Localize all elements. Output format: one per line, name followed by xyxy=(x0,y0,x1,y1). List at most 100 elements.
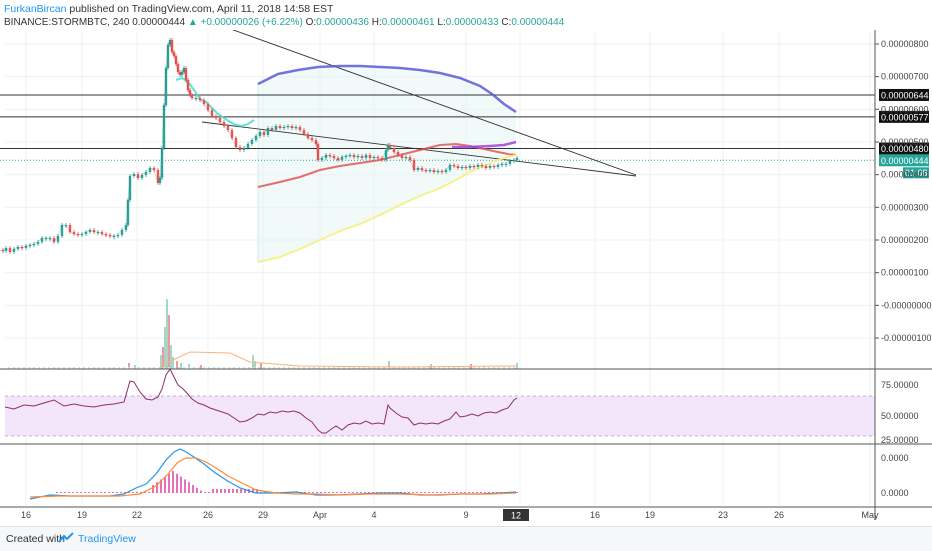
close-label: C: xyxy=(501,17,512,28)
volume-bar xyxy=(53,367,55,369)
candle xyxy=(32,244,36,246)
volume-bar xyxy=(78,367,80,369)
volume-bar xyxy=(188,367,190,369)
price-tick-label: 0.00000800 xyxy=(881,39,929,49)
macd-pane xyxy=(29,448,518,500)
candle xyxy=(496,165,500,167)
volume-bar xyxy=(483,367,485,369)
volume-bar xyxy=(418,367,420,369)
macd-hist-bar xyxy=(360,492,362,493)
candle xyxy=(20,247,24,249)
macd-hist-bar xyxy=(144,492,146,493)
macd-hist-bar xyxy=(156,482,158,493)
low-value: 0.00000433 xyxy=(445,17,499,28)
volume-bar xyxy=(293,367,295,369)
volume-bar xyxy=(118,367,120,369)
time-tick-label: 19 xyxy=(645,510,655,520)
countdown-label: 01:08 xyxy=(905,168,928,178)
tradingview-brand-link[interactable]: TradingView xyxy=(78,533,136,545)
candle xyxy=(492,166,496,168)
macd-hist-bar xyxy=(216,489,218,493)
candle xyxy=(156,170,160,183)
volume-bar xyxy=(463,367,465,369)
candle xyxy=(176,64,180,72)
volume-bar xyxy=(508,367,510,369)
ma-yellow-line xyxy=(257,154,517,263)
candle xyxy=(48,238,52,240)
candle xyxy=(88,230,92,232)
candle xyxy=(174,56,178,64)
volume-bar xyxy=(138,367,140,369)
last-price: 0.00000444 xyxy=(132,17,186,28)
candle xyxy=(360,156,364,158)
candle xyxy=(132,174,136,176)
macd-hist-bar xyxy=(176,473,178,493)
volume-bars xyxy=(8,299,518,369)
macd-hist-bar xyxy=(184,479,186,493)
macd-hist-bar xyxy=(64,492,66,493)
candle xyxy=(298,127,302,130)
volume-bar xyxy=(448,367,450,369)
rsi-tick-label: 50.00000 xyxy=(881,411,919,421)
macd-hist-bar xyxy=(472,492,474,493)
volume-bar xyxy=(353,367,355,369)
volume-bar xyxy=(403,367,405,369)
time-tick-label: 22 xyxy=(132,510,142,520)
macd-hist-bar xyxy=(356,492,358,493)
candle xyxy=(515,158,519,160)
macd-hist-bar xyxy=(420,492,422,493)
volume-bar xyxy=(160,355,162,369)
footer: Created with TradingView xyxy=(0,526,932,551)
volume-bar xyxy=(172,357,174,369)
trendlines xyxy=(201,30,637,177)
price-tick-label: 0.00000200 xyxy=(881,235,929,245)
candle xyxy=(246,144,250,148)
candle xyxy=(238,147,242,150)
level-label-bg xyxy=(879,110,929,123)
macd-hist-bar xyxy=(208,492,210,493)
macd-hist-bar xyxy=(488,492,490,493)
macd-hist-bar xyxy=(76,492,78,493)
time-tick-label: 4 xyxy=(371,510,376,520)
volume-bar xyxy=(318,367,320,369)
macd-hist-bar xyxy=(444,492,446,493)
macd-hist-bar xyxy=(192,485,194,493)
price-axis: 0.00000800 0.00000700 0.00000600 0.00000500… xyxy=(875,39,932,498)
volume-bar xyxy=(358,367,360,369)
candle xyxy=(484,166,488,168)
macd-hist-bar xyxy=(236,489,238,493)
macd-hist-bar xyxy=(304,492,306,493)
volume-bar xyxy=(278,367,280,369)
candle xyxy=(328,155,332,157)
candle xyxy=(396,152,400,155)
candle xyxy=(1,250,5,252)
author-link[interactable]: FurkanBircan xyxy=(4,3,67,15)
time-tick-label: 26 xyxy=(203,510,213,520)
symbol-label: BINANCE:STORMBTC, 240 xyxy=(4,17,130,28)
time-axis: 1619222629Apr491216192326May12 xyxy=(21,509,879,521)
macd-hist-bar xyxy=(348,492,350,493)
candle xyxy=(504,164,508,166)
countdown-bg xyxy=(903,167,929,179)
candle xyxy=(448,165,452,170)
volume-bar xyxy=(163,367,165,369)
candle xyxy=(104,234,108,236)
candle xyxy=(460,167,464,169)
chart-canvas[interactable]: 0.00000644 0.00000577 0.00000480 0.00000444… xyxy=(0,30,932,526)
macd-hist-bar xyxy=(224,489,226,493)
candle xyxy=(480,165,484,167)
candle xyxy=(310,138,314,140)
candle xyxy=(372,157,376,159)
candle xyxy=(206,104,210,110)
candle xyxy=(452,165,456,167)
time-tick-label: 29 xyxy=(258,510,268,520)
volume-bar xyxy=(176,361,178,369)
price-tick-label: -0.00000000 xyxy=(881,300,932,310)
macd-hist-bar xyxy=(140,492,142,493)
volume-bar xyxy=(18,367,20,369)
macd-hist-bar xyxy=(516,492,518,493)
volume-bar xyxy=(348,367,350,369)
ma-purple-line xyxy=(452,140,517,149)
candle xyxy=(76,234,80,236)
macd-hist-bar xyxy=(408,492,410,493)
